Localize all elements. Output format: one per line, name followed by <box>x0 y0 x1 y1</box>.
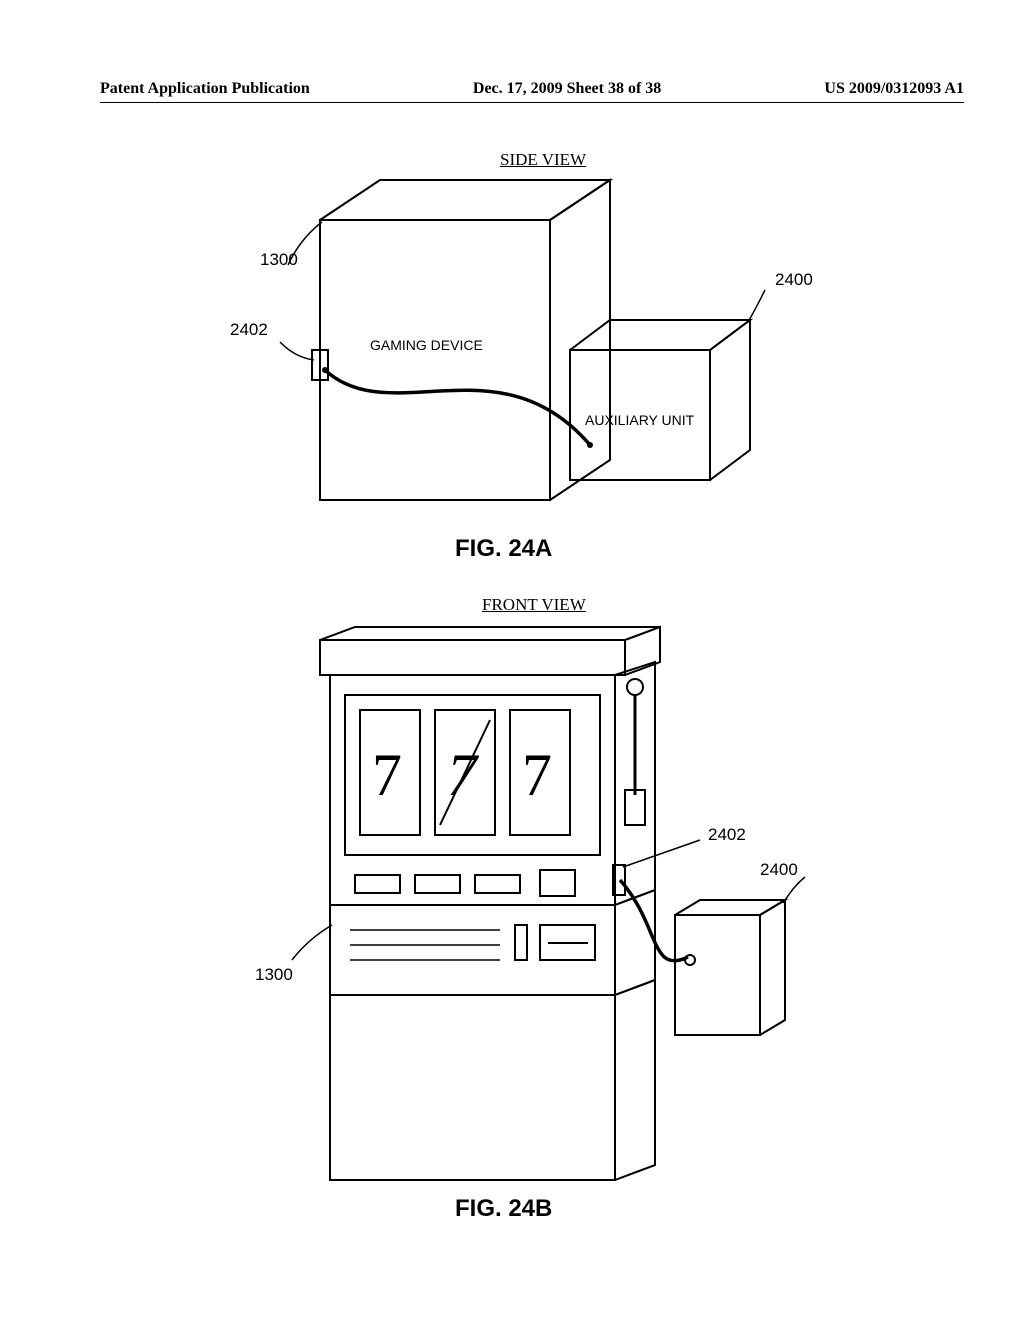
ref-2400-b: 2400 <box>760 860 798 880</box>
gaming-device-text: GAMING DEVICE <box>370 337 483 353</box>
ref-2402-b: 2402 <box>708 825 746 845</box>
patent-header: Patent Application Publication Dec. 17, … <box>100 80 964 103</box>
header-center: Dec. 17, 2009 Sheet 38 of 38 <box>473 80 661 98</box>
reel-7-3: 7 <box>522 742 552 808</box>
ref-1300-a: 1300 <box>260 250 298 270</box>
ref-2402-a: 2402 <box>230 320 268 340</box>
fig-24a-label: FIG. 24A <box>455 535 552 563</box>
ref-2400-a: 2400 <box>775 270 813 290</box>
fig-24b-label: FIG. 24B <box>455 1195 552 1223</box>
front-view-label: FRONT VIEW <box>482 595 586 615</box>
fig-24a-diagram: GAMING DEVICE AUXILIARY UNIT <box>250 170 770 525</box>
ref-1300-b: 1300 <box>255 965 293 985</box>
header-left: Patent Application Publication <box>100 80 310 98</box>
reel-7-2: 7 <box>447 742 480 808</box>
header-right: US 2009/0312093 A1 <box>824 80 964 98</box>
fig-24b-diagram: 7 7 7 <box>260 625 820 1200</box>
side-view-label: SIDE VIEW <box>500 150 586 170</box>
auxiliary-unit-text: AUXILIARY UNIT <box>585 412 695 428</box>
reel-7-1: 7 <box>372 742 402 808</box>
